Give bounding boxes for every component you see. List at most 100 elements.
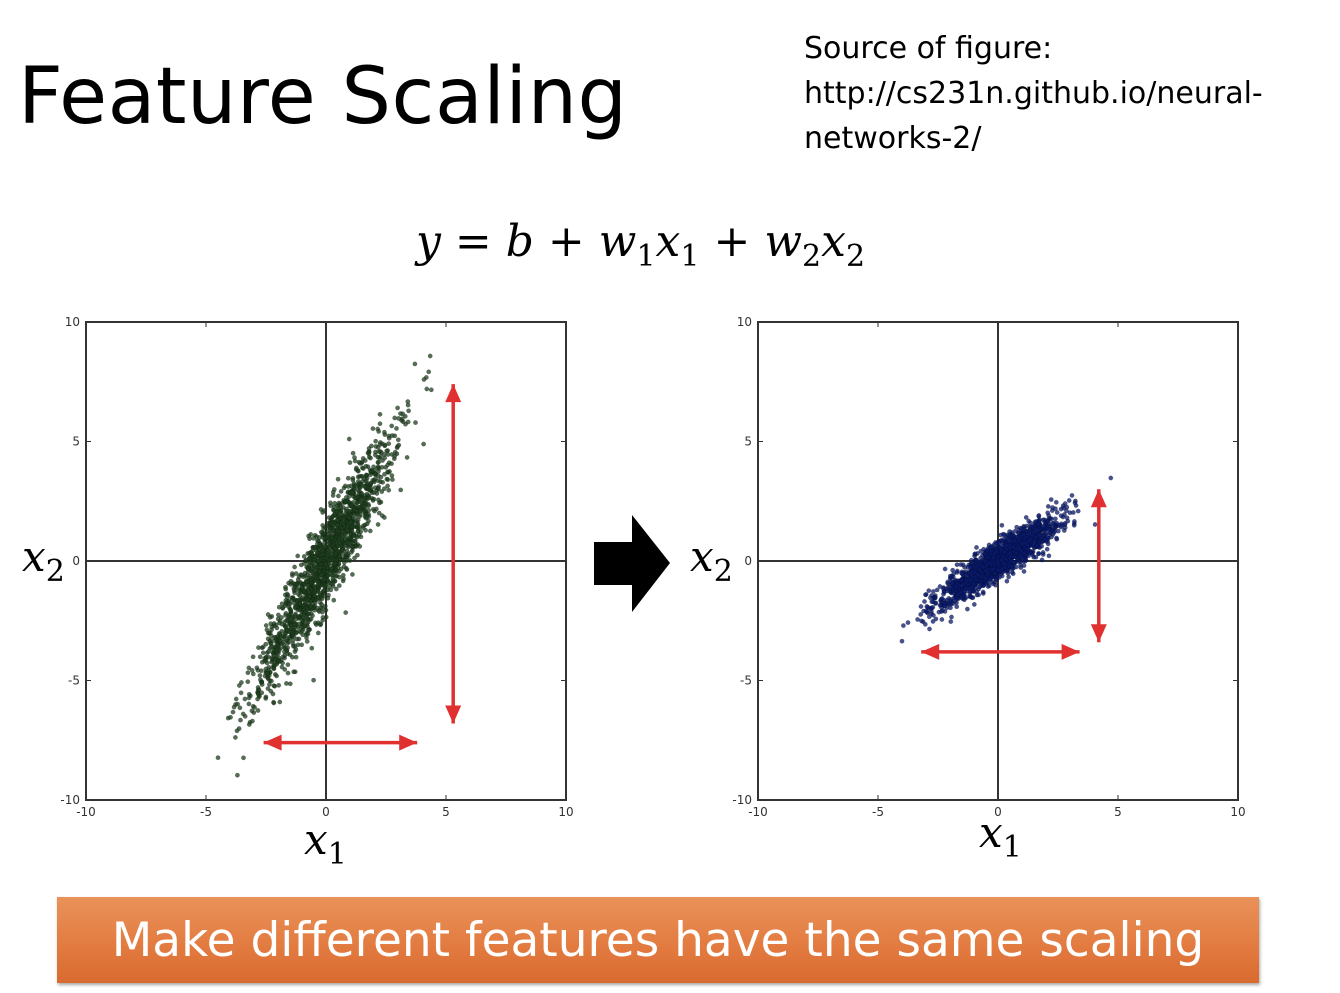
scatter-point	[954, 569, 960, 575]
scatter-point	[353, 483, 359, 489]
x-tick-label: -10	[76, 805, 96, 819]
scatter-point	[287, 652, 293, 658]
scatter-point	[342, 483, 348, 489]
scatter-point	[964, 606, 970, 612]
horizontal-range-arrow	[921, 643, 1080, 660]
scatter-point	[316, 609, 322, 614]
scatter-point	[349, 544, 355, 550]
scatter-point	[1054, 510, 1060, 515]
scatter-point	[312, 544, 318, 550]
scatter-point	[334, 517, 340, 523]
scatter-point	[986, 560, 992, 566]
scatter-point	[357, 508, 363, 514]
scatter-points	[215, 353, 434, 778]
scatter-point	[947, 605, 953, 611]
scatter-point	[354, 500, 360, 506]
scatter-point	[986, 542, 992, 548]
scatter-point	[271, 700, 277, 706]
scatter-point	[304, 578, 310, 584]
scatter-point	[381, 429, 387, 435]
scatter-point	[982, 559, 988, 564]
scatter-point	[934, 587, 940, 593]
scatter-point	[1021, 527, 1027, 532]
transform-arrow-icon	[594, 515, 670, 612]
scatter-point	[1035, 527, 1041, 533]
scatter-point	[1009, 564, 1014, 569]
scatter-point	[293, 654, 299, 660]
scatter-point	[306, 565, 312, 571]
scatter-point	[421, 377, 427, 382]
scatter-point	[296, 615, 302, 621]
scatter-point	[234, 728, 240, 734]
scatter-point	[281, 642, 287, 648]
scatter-point	[262, 658, 268, 664]
scatter-point	[263, 623, 269, 628]
formula-plus-2: +	[713, 216, 751, 267]
scatter-point	[266, 649, 271, 654]
scatter-point	[905, 620, 911, 625]
scatter-point	[1027, 520, 1033, 526]
scatter-point	[971, 601, 977, 607]
scatter-point	[925, 604, 931, 610]
scatter-point	[238, 680, 244, 685]
scatter-point	[249, 667, 255, 673]
scatter-point	[316, 535, 322, 540]
formula-x2: x2	[821, 216, 866, 274]
scatter-point	[370, 506, 376, 512]
scatter-point	[377, 421, 383, 427]
arrow-head	[1061, 643, 1080, 660]
scatter-point	[1021, 551, 1027, 556]
scatter-point	[1042, 536, 1048, 542]
scatter-point	[426, 369, 432, 375]
horizontal-range-arrow	[263, 734, 418, 751]
scatter-point	[330, 572, 336, 578]
scatter-point	[361, 503, 366, 509]
scatter-point	[320, 605, 325, 611]
scatter-point	[335, 548, 341, 554]
scatter-point	[301, 561, 307, 566]
figure-source: Source of figure: http://cs231n.github.i…	[804, 26, 1263, 161]
scatter-point	[389, 423, 395, 429]
scatter-point	[1054, 535, 1059, 541]
scatter-point	[926, 588, 932, 594]
scatter-point	[340, 557, 346, 563]
scatter-point	[384, 448, 390, 454]
scatter-point	[336, 554, 342, 559]
scatter-point	[276, 682, 282, 688]
scatter-point	[1012, 528, 1018, 534]
scatter-point	[1008, 533, 1014, 539]
scatter-point	[921, 608, 927, 614]
scatter-point	[283, 597, 289, 603]
scatter-point	[343, 610, 349, 615]
y-tick-label: -5	[68, 674, 80, 688]
scatter-point	[979, 564, 985, 570]
scatter-point	[308, 616, 314, 622]
scatter-point	[246, 665, 252, 671]
scatter-point	[286, 635, 292, 640]
scatter-point	[933, 616, 939, 622]
scatter-point	[375, 497, 381, 503]
scatter-point	[283, 584, 288, 590]
scatter-point	[318, 621, 324, 627]
scatter-point	[1045, 510, 1051, 516]
scatter-point	[300, 632, 306, 638]
scatter-point	[1013, 550, 1019, 556]
scatter-point	[1011, 538, 1017, 544]
scatter-point	[1044, 546, 1050, 552]
scatter-point	[275, 634, 281, 639]
scatter-point	[940, 586, 946, 591]
scatter-point	[246, 695, 252, 701]
scatter-point	[337, 502, 342, 508]
scatter-point	[1036, 551, 1041, 557]
scatter-point	[1028, 537, 1034, 542]
scatter-point	[303, 604, 309, 610]
scatter-point	[922, 599, 927, 604]
linear-model-formula: y = b + w1x1 + w2x2	[416, 216, 865, 274]
scatter-point	[295, 553, 301, 559]
arrow-head	[445, 705, 462, 724]
scatter-point	[933, 600, 939, 606]
scatter-point	[375, 465, 380, 471]
x-tick-label: -5	[872, 805, 884, 819]
scatter-point	[292, 564, 298, 570]
scatter-point	[395, 405, 400, 411]
